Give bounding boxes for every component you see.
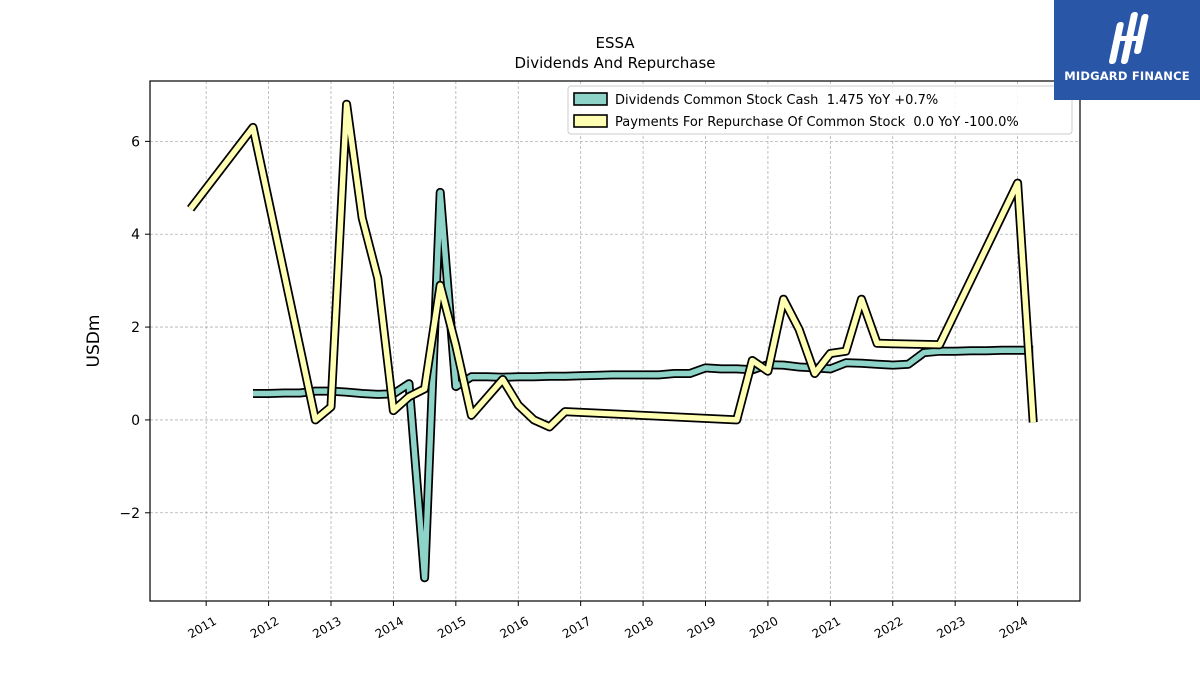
x-tick-label: 2022 (872, 614, 905, 641)
chart-subtitle: Dividends And Repurchase (514, 54, 715, 72)
x-tick-label: 2023 (934, 614, 967, 641)
legend-label-repurchase: Payments For Repurchase Of Common Stock … (615, 115, 1019, 130)
y-tick-label: 2 (131, 320, 140, 336)
y-tick-label: −2 (119, 506, 140, 522)
x-tick-label: 2011 (185, 614, 218, 641)
midgard-logo-icon (1108, 12, 1149, 64)
series-line-repurchase (188, 101, 1036, 430)
y-axis-label: USDm (84, 315, 104, 368)
x-tick-label: 2024 (997, 614, 1030, 641)
x-tick-label: 2012 (248, 614, 281, 641)
x-tick-label: 2018 (622, 614, 655, 641)
legend: Dividends Common Stock Cash 1.475 YoY +0… (567, 85, 1073, 135)
x-tick-label: 2015 (435, 614, 468, 641)
x-tick-label: 2021 (810, 614, 843, 641)
brand-logo: MIDGARD FINANCE (1054, 0, 1200, 100)
x-tick-label: 2020 (747, 614, 780, 641)
y-tick-label: 6 (131, 134, 140, 150)
x-tick-label: 2019 (685, 614, 718, 641)
y-tick-label: 0 (131, 413, 140, 429)
logo-text: MIDGARD FINANCE (1064, 69, 1190, 83)
x-tick-label: 2017 (560, 614, 593, 641)
chart-title: ESSA (595, 34, 635, 52)
y-axis: −2 0 2 4 6 (119, 134, 150, 522)
plot-frame (149, 80, 1081, 602)
legend-swatch-repurchase (573, 114, 608, 128)
series-layer (187, 99, 1038, 583)
x-tick-label: 2016 (498, 614, 531, 641)
x-axis: 2011 2012 2013 2014 2015 2016 2017 2018 2019 2020… (185, 601, 1030, 641)
legend-label-dividends: Dividends Common Stock Cash 1.475 YoY +0… (615, 93, 938, 108)
y-tick-label: 4 (131, 227, 140, 243)
series-line-dividends (253, 189, 1034, 581)
legend-box (567, 85, 1073, 135)
legend-swatch-dividends (573, 92, 608, 106)
x-tick-label: 2013 (310, 614, 343, 641)
x-tick-label: 2014 (373, 614, 406, 641)
